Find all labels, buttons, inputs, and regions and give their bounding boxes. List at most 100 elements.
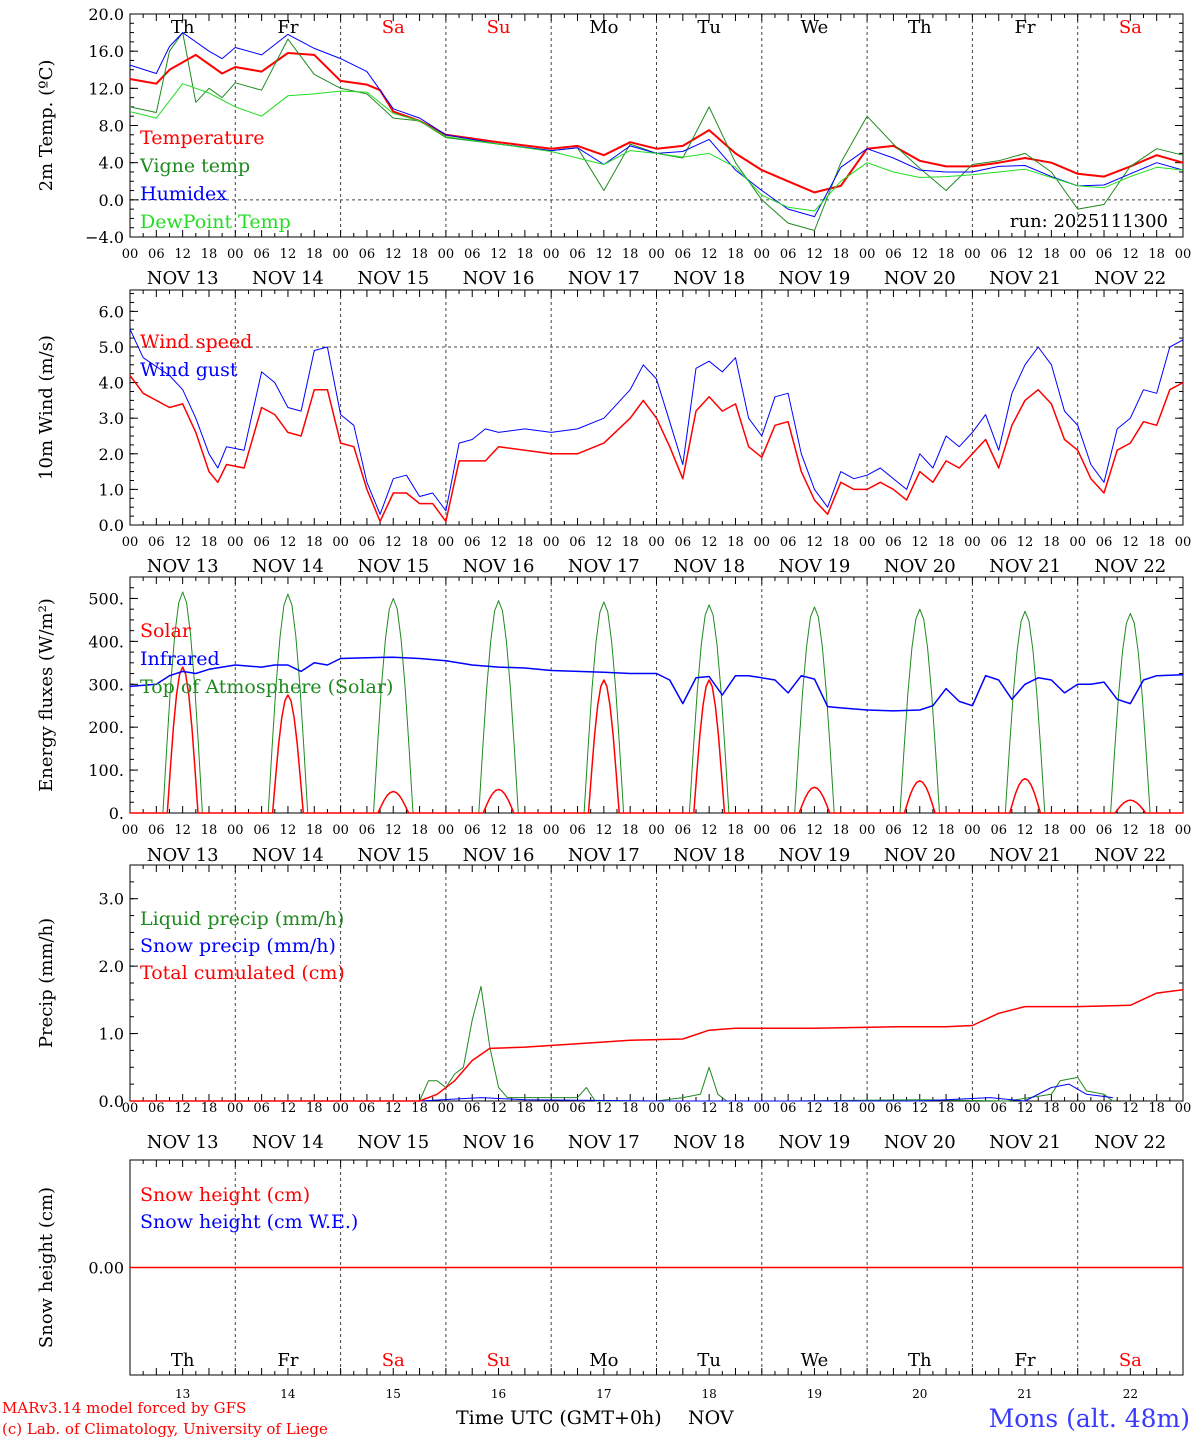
legend-entry: Total cumulated (cm) (140, 962, 345, 984)
x-tick-label: 06 (359, 823, 376, 838)
x-tick-label: 00 (332, 1101, 349, 1116)
x-tick-label: 06 (569, 535, 586, 550)
y-tick-label: 12.0 (88, 79, 124, 98)
x-tick-label: 12 (1122, 1101, 1139, 1116)
x-tick-label: 18 (306, 535, 323, 550)
x-tick-label: 18 (938, 1101, 955, 1116)
x-tick-label: 12 (911, 247, 928, 262)
series-line-dewpoint-temp (129, 83, 1184, 212)
legend-entry: Liquid precip (mm/h) (140, 908, 344, 930)
x-tick-label: 18 (201, 247, 218, 262)
x-tick-label: 18 (833, 823, 850, 838)
x-tick-label: 12 (596, 1101, 613, 1116)
x-tick-label: 18 (833, 535, 850, 550)
x-tick-label: 12 (280, 535, 297, 550)
y-axis-label: 10m Wind (m/s) (36, 335, 57, 480)
x-tick-label: 12 (596, 247, 613, 262)
x-tick-label: 06 (359, 1101, 376, 1116)
x-tick-label: 06 (990, 535, 1007, 550)
date-label: NOV 21 (989, 556, 1061, 577)
y-tick-label: 16.0 (88, 42, 124, 61)
date-label: NOV 15 (357, 1132, 429, 1153)
x-tick-label: 00 (1175, 1101, 1192, 1116)
x-tick-label: 18 (727, 247, 744, 262)
y-tick-label: 5.0 (99, 338, 124, 357)
x-tick-label: 12 (1017, 1101, 1034, 1116)
date-label: NOV 18 (673, 845, 745, 866)
x-tick-label: 00 (1069, 823, 1086, 838)
station-name: Mons (alt. 48m) (989, 1404, 1190, 1433)
x-tick-label: 18 (1148, 1101, 1165, 1116)
x-tick-label: 18 (306, 1101, 323, 1116)
date-label: NOV 22 (1094, 556, 1166, 577)
x-tick-label: 06 (1096, 1101, 1113, 1116)
day-number-label: 14 (280, 1387, 296, 1401)
x-tick-label: 12 (174, 1101, 191, 1116)
x-tick-label: 06 (569, 247, 586, 262)
y-tick-label: 0.0 (99, 1092, 124, 1111)
day-of-week-label: Fr (1015, 17, 1036, 38)
x-tick-label: 00 (648, 535, 665, 550)
x-tick-label: 18 (727, 823, 744, 838)
day-of-week-label: Th (171, 1350, 195, 1371)
day-number-label: 13 (175, 1387, 190, 1401)
credit-line-2: (c) Lab. of Climatology, University of L… (2, 1420, 328, 1438)
x-tick-label: 18 (306, 247, 323, 262)
day-of-week-label: Fr (277, 17, 298, 38)
series-line-snow-precip-mm-h- (130, 1083, 1113, 1102)
x-tick-label: 18 (1043, 1101, 1060, 1116)
x-tick-label: 06 (253, 1101, 270, 1116)
x-tick-label: 12 (385, 247, 402, 262)
date-label: NOV 16 (463, 1132, 535, 1153)
date-label: NOV 22 (1094, 845, 1166, 866)
x-tick-label: 18 (411, 535, 428, 550)
day-number-label: 16 (491, 1387, 506, 1401)
x-tick-label: 00 (754, 247, 771, 262)
x-tick-label: 00 (122, 535, 139, 550)
x-tick-label: 06 (253, 823, 270, 838)
x-tick-label: 06 (675, 535, 692, 550)
y-tick-label: 3.0 (99, 409, 124, 428)
date-label: NOV 20 (884, 1132, 956, 1153)
day-of-week-label: Su (487, 1350, 511, 1371)
day-of-week-label: Mo (589, 17, 618, 38)
day-number-label: 19 (807, 1387, 822, 1401)
x-tick-label: 00 (543, 1101, 560, 1116)
legend-entry: Wind gust (140, 359, 238, 381)
x-tick-label: 06 (359, 247, 376, 262)
day-of-week-label: We (801, 1350, 829, 1371)
x-tick-label: 06 (990, 247, 1007, 262)
x-tick-label: 06 (780, 535, 797, 550)
day-number-label: 15 (386, 1387, 401, 1401)
y-tick-label: 4.0 (99, 154, 124, 173)
x-tick-label: 00 (438, 247, 455, 262)
date-label: NOV 20 (884, 268, 956, 289)
series-line-infrared (129, 656, 1184, 712)
x-tick-label: 12 (701, 247, 718, 262)
date-label: NOV 19 (779, 556, 851, 577)
x-tick-label: 00 (332, 247, 349, 262)
legend-entry: Temperature (140, 127, 264, 149)
x-tick-label: 00 (964, 247, 981, 262)
date-label: NOV 14 (252, 556, 324, 577)
legend-entry: Top of Atmosphere (Solar) (140, 676, 393, 698)
day-of-week-label: Fr (1015, 1350, 1036, 1371)
x-tick-label: 12 (596, 535, 613, 550)
x-tick-label: 18 (517, 535, 534, 550)
x-tick-label: 06 (464, 247, 481, 262)
x-tick-label: 06 (675, 1101, 692, 1116)
date-label: NOV 18 (673, 268, 745, 289)
day-of-week-label: Sa (1119, 17, 1142, 38)
legend-entry: Vigne temp (139, 155, 250, 177)
x-tick-label: 06 (148, 823, 165, 838)
x-tick-label: 18 (201, 823, 218, 838)
series-line-wind-speed (129, 375, 1184, 523)
date-label: NOV 19 (779, 845, 851, 866)
day-of-week-label: Su (487, 17, 511, 38)
legend-entry: Snow height (cm W.E.) (140, 1211, 358, 1233)
date-label: NOV 18 (673, 1132, 745, 1153)
x-tick-label: 18 (517, 823, 534, 838)
x-tick-label: 12 (174, 535, 191, 550)
x-tick-label: 06 (1096, 247, 1113, 262)
